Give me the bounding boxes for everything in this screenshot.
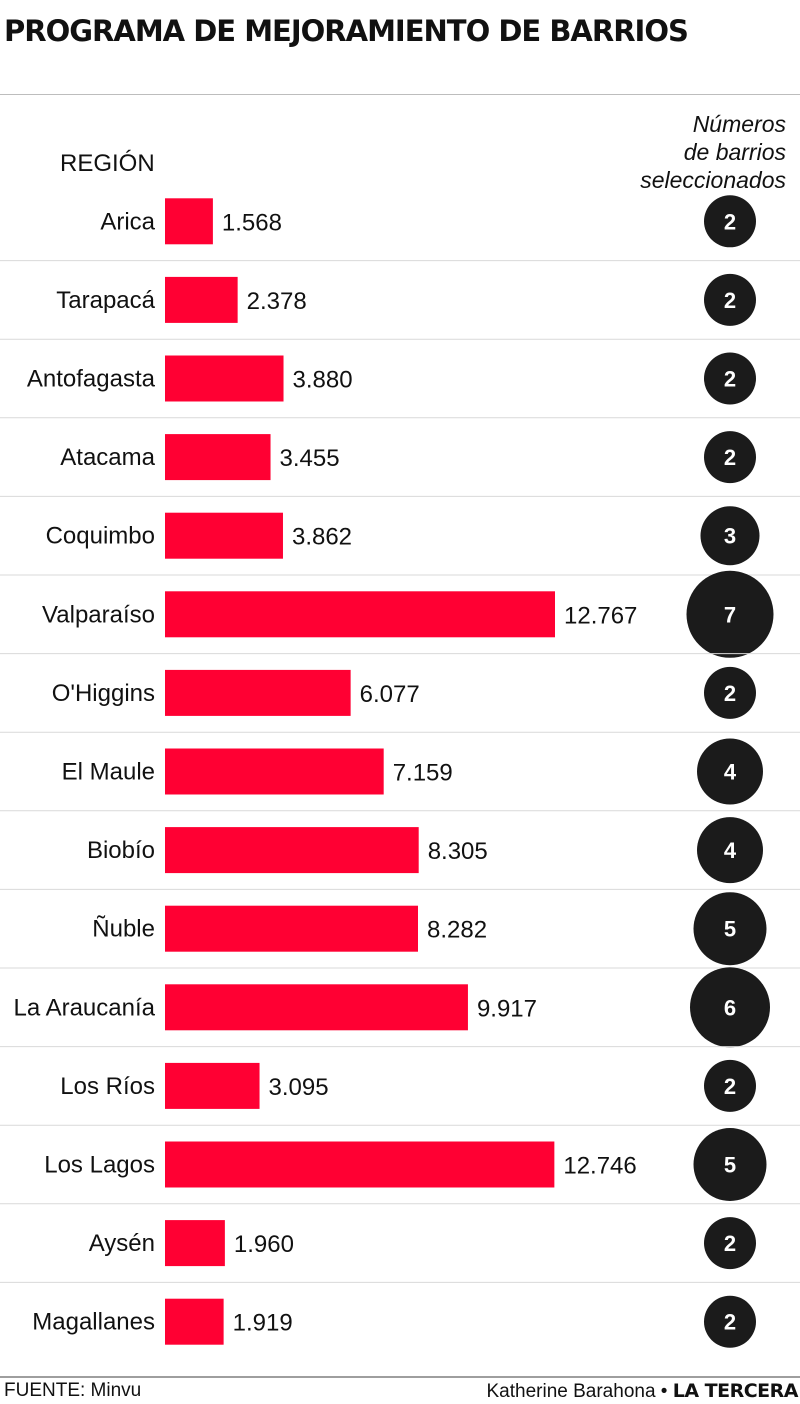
category-label: Coquimbo [46,523,155,550]
count-label: 5 [724,1153,736,1178]
count-label: 2 [724,209,736,234]
count-circle [700,506,760,566]
category-label: Aysén [89,1230,155,1257]
bar [165,512,283,559]
count-label: 7 [724,602,736,627]
bar [165,591,555,638]
bar [165,1141,555,1188]
bar [165,434,271,481]
region-column-header: REGIÓN [60,150,155,177]
count-circle [704,1059,756,1112]
count-label: 2 [724,1074,736,1099]
category-label: Biobío [87,837,155,864]
value-label: 7.159 [393,760,453,787]
value-label: 8.305 [428,838,488,865]
count-label: 4 [724,838,737,863]
bar [165,669,351,716]
count-header-line-3: seleccionados [640,167,786,193]
count-label: 4 [724,760,737,785]
author-name: Katherine Barahona [486,1381,656,1402]
count-circle [704,273,756,326]
category-label: Arica [100,208,155,235]
top-divider [0,94,800,95]
count-circle [704,666,756,719]
category-label: Ñuble [92,916,155,943]
count-circle [704,195,756,248]
category-label: Valparaíso [42,601,155,628]
bar [165,1298,224,1345]
bar [165,905,418,952]
bottom-divider [0,1376,800,1378]
category-label: Antofagasta [27,366,156,393]
value-label: 2.378 [247,288,307,315]
category-label: Atacama [60,444,155,471]
value-label: 3.455 [280,445,340,472]
brand-name: LA TERCERA [672,1380,799,1402]
bar [165,276,238,323]
count-label: 2 [724,367,736,392]
count-circle [704,1295,756,1348]
count-label: 3 [724,524,736,549]
value-label: 1.919 [233,1310,293,1337]
count-label: 6 [724,995,736,1020]
count-label: 2 [724,445,736,470]
value-label: 9.917 [477,995,537,1022]
count-label: 2 [724,288,736,313]
count-label: 2 [724,1310,736,1335]
bar [165,198,213,245]
count-circle [697,817,763,884]
value-label: 1.960 [234,1231,294,1258]
count-label: 2 [724,681,736,706]
value-label: 8.282 [427,917,487,944]
credit-line: Katherine Barahona • LA TERCERA [487,1380,799,1403]
bar [165,355,284,402]
bar [165,827,419,874]
value-label: 12.746 [563,1153,636,1180]
count-label: 2 [724,1231,736,1256]
count-circle [693,892,767,966]
count-circle [704,1217,756,1270]
value-label: 6.077 [360,681,420,708]
count-header-line-2: de barrios [683,139,786,165]
category-label: Magallanes [32,1309,155,1336]
credit-separator: • [660,1381,668,1402]
value-label: 1.568 [222,209,282,236]
category-label: Los Lagos [44,1152,155,1179]
bar [165,1220,225,1267]
count-header-line-1: Números [692,111,786,137]
value-label: 3.862 [292,524,352,551]
count-circle [686,570,774,658]
count-circle [697,738,763,805]
count-circle [704,431,756,484]
bar [165,1062,260,1109]
chart-title: PROGRAMA DE MEJORAMIENTO DE BARRIOS [4,14,689,48]
count-label: 5 [724,917,736,942]
category-label: Los Ríos [60,1073,155,1100]
value-label: 12.767 [564,602,637,629]
category-label: O'Higgins [52,680,155,707]
category-label: Tarapacá [56,287,155,314]
category-label: La Araucanía [14,994,156,1021]
source-note: FUENTE: Minvu [4,1380,142,1401]
bar [165,984,468,1031]
count-circle [704,352,756,405]
count-circle [693,1128,767,1201]
count-column-header: Números de barrios seleccionados [586,110,786,194]
count-circle [690,967,770,1048]
value-label: 3.880 [293,367,353,394]
value-label: 3.095 [269,1074,329,1101]
bar [165,748,384,795]
category-label: El Maule [62,759,155,786]
